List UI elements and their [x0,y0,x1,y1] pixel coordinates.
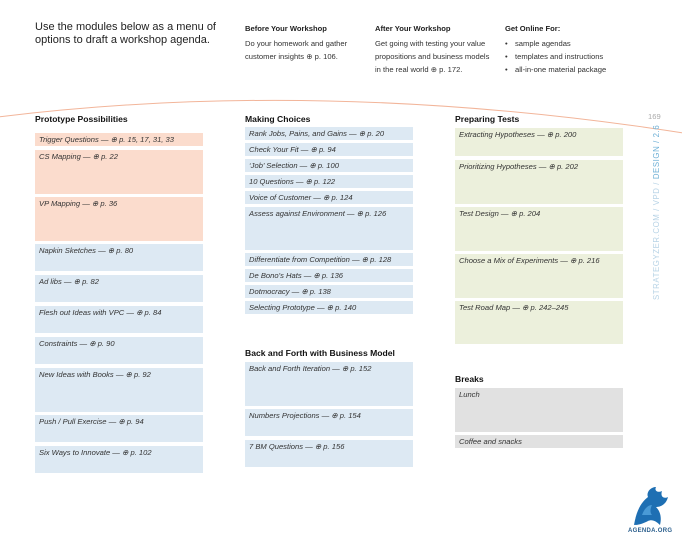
side-label-accent: DESIGN / 2.6 [652,124,661,180]
module-item: Napkin Sketches — ⊕ p. 80 [35,244,203,271]
module-item: Check Your Fit — ⊕ p. 94 [245,143,413,156]
module-item: Dotmocracy — ⊕ p. 138 [245,285,413,298]
after-workshop-block: After Your Workshop Get going with testi… [375,24,493,76]
module-item: Constraints — ⊕ p. 90 [35,337,203,364]
module-item: VP Mapping — ⊕ p. 36 [35,197,203,241]
section-title-prototype: Prototype Possibilities [35,114,128,124]
before-workshop-block: Before Your Workshop Do your homework an… [245,24,367,63]
online-item: all-in-one material package [505,63,635,76]
section-title-making-choices: Making Choices [245,114,311,124]
module-item: CS Mapping — ⊕ p. 22 [35,150,203,194]
side-label: STRATEGYZER.COM / VPD / DESIGN / 2.6 [652,125,661,300]
after-workshop-text: Get going with testing your value propos… [375,39,490,74]
logo-text: AGENDA.ORG [628,528,673,534]
intro-text: Use the modules below as a menu of optio… [35,21,216,46]
module-item: Assess against Environment — ⊕ p. 126 [245,207,413,250]
module-item: Rank Jobs, Pains, and Gains — ⊕ p. 20 [245,127,413,140]
page-number: 169 [648,112,661,121]
break-item: Lunch [455,388,623,432]
decorative-arc [0,99,682,134]
break-item: Coffee and snacks [455,435,623,448]
before-workshop-title: Before Your Workshop [245,24,327,33]
module-item: Choose a Mix of Experiments — ⊕ p. 216 [455,254,623,298]
module-item: Push / Pull Exercise — ⊕ p. 94 [35,415,203,442]
module-item: 7 BM Questions — ⊕ p. 156 [245,440,413,467]
section-title-breaks: Breaks [455,374,484,384]
get-online-block: Get Online For: sample agendas templates… [505,24,635,76]
module-item: Trigger Questions — ⊕ p. 15, 17, 31, 33 [35,133,203,146]
module-item: Differentiate from Competition — ⊕ p. 12… [245,253,413,266]
section-title-preparing-tests: Preparing Tests [455,114,520,124]
module-item: Prioritizing Hypotheses — ⊕ p. 202 [455,160,623,204]
get-online-title: Get Online For: [505,24,561,33]
module-item: 10 Questions — ⊕ p. 122 [245,175,413,188]
after-workshop-title: After Your Workshop [375,24,451,33]
module-item: Extracting Hypotheses — ⊕ p. 200 [455,128,623,156]
module-item: Test Design — ⊕ p. 204 [455,207,623,251]
section-title-back-and-forth: Back and Forth with Business Model [245,348,395,358]
module-item: Ad libs — ⊕ p. 82 [35,275,203,302]
module-item: Back and Forth Iteration — ⊕ p. 152 [245,362,413,406]
side-label-main: STRATEGYZER.COM / VPD / [652,179,661,300]
module-item: ‘Job’ Selection — ⊕ p. 100 [245,159,413,172]
module-item: Test Road Map — ⊕ p. 242–245 [455,301,623,344]
module-item: Voice of Customer — ⊕ p. 124 [245,191,413,204]
module-item: De Bono’s Hats — ⊕ p. 136 [245,269,413,282]
module-item: Selecting Prototype — ⊕ p. 140 [245,301,413,314]
online-item: sample agendas [505,37,635,50]
module-item: Six Ways to Innovate — ⊕ p. 102 [35,446,203,473]
module-item: Numbers Projections — ⊕ p. 154 [245,409,413,436]
module-item: New Ideas with Books — ⊕ p. 92 [35,368,203,412]
online-item: templates and instructions [505,50,635,63]
dragon-logo-icon [634,487,668,525]
before-workshop-text: Do your homework and gather customer ins… [245,39,348,61]
module-item: Flesh out Ideas with VPC — ⊕ p. 84 [35,306,203,333]
